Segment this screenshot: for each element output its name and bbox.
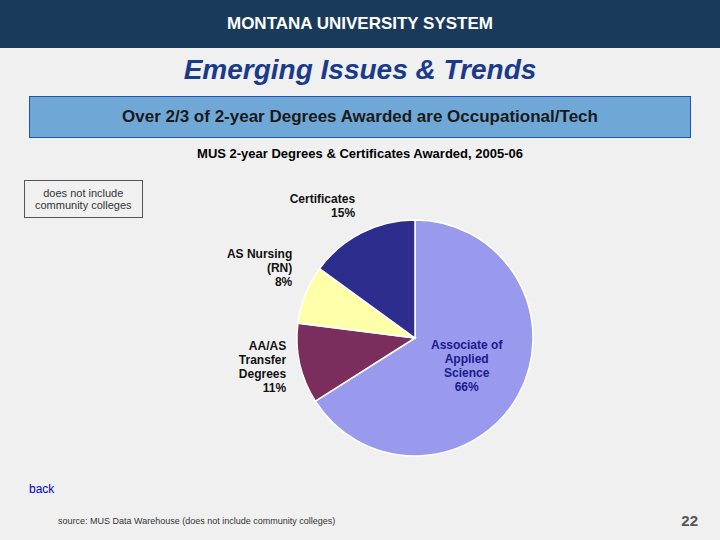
html-text:Over 2/3 of 2-year Degrees Awa: Over 2/3 of 2-year Degrees Awarded are O… bbox=[122, 107, 598, 126]
svg-text:AS Nursing(RN)8%: AS Nursing(RN)8% bbox=[227, 247, 293, 289]
svg-text:Associate ofAppliedScience66%: Associate ofAppliedScience66% bbox=[431, 338, 503, 394]
html-text:Emerging Issues & Trends: Emerging Issues & Trends bbox=[183, 54, 537, 85]
html-text:MUS 2-year Degrees & Certifica: MUS 2-year Degrees & Certificates Awarde… bbox=[197, 146, 523, 161]
html-text:MONTANA UNIVERSITY SYSTEM: MONTANA UNIVERSITY SYSTEM bbox=[227, 14, 493, 33]
html-text:does not include community col: does not include community colleges bbox=[35, 187, 132, 211]
svg-text:Certificates15%: Certificates15% bbox=[290, 192, 356, 220]
svg-text:AA/ASTransferDegrees11%: AA/ASTransferDegrees11% bbox=[239, 339, 287, 395]
html-text:source: MUS Data Warehouse (do: source: MUS Data Warehouse (does not inc… bbox=[58, 516, 336, 526]
html-text:22: 22 bbox=[681, 512, 698, 529]
html-text:back: back bbox=[29, 482, 55, 496]
